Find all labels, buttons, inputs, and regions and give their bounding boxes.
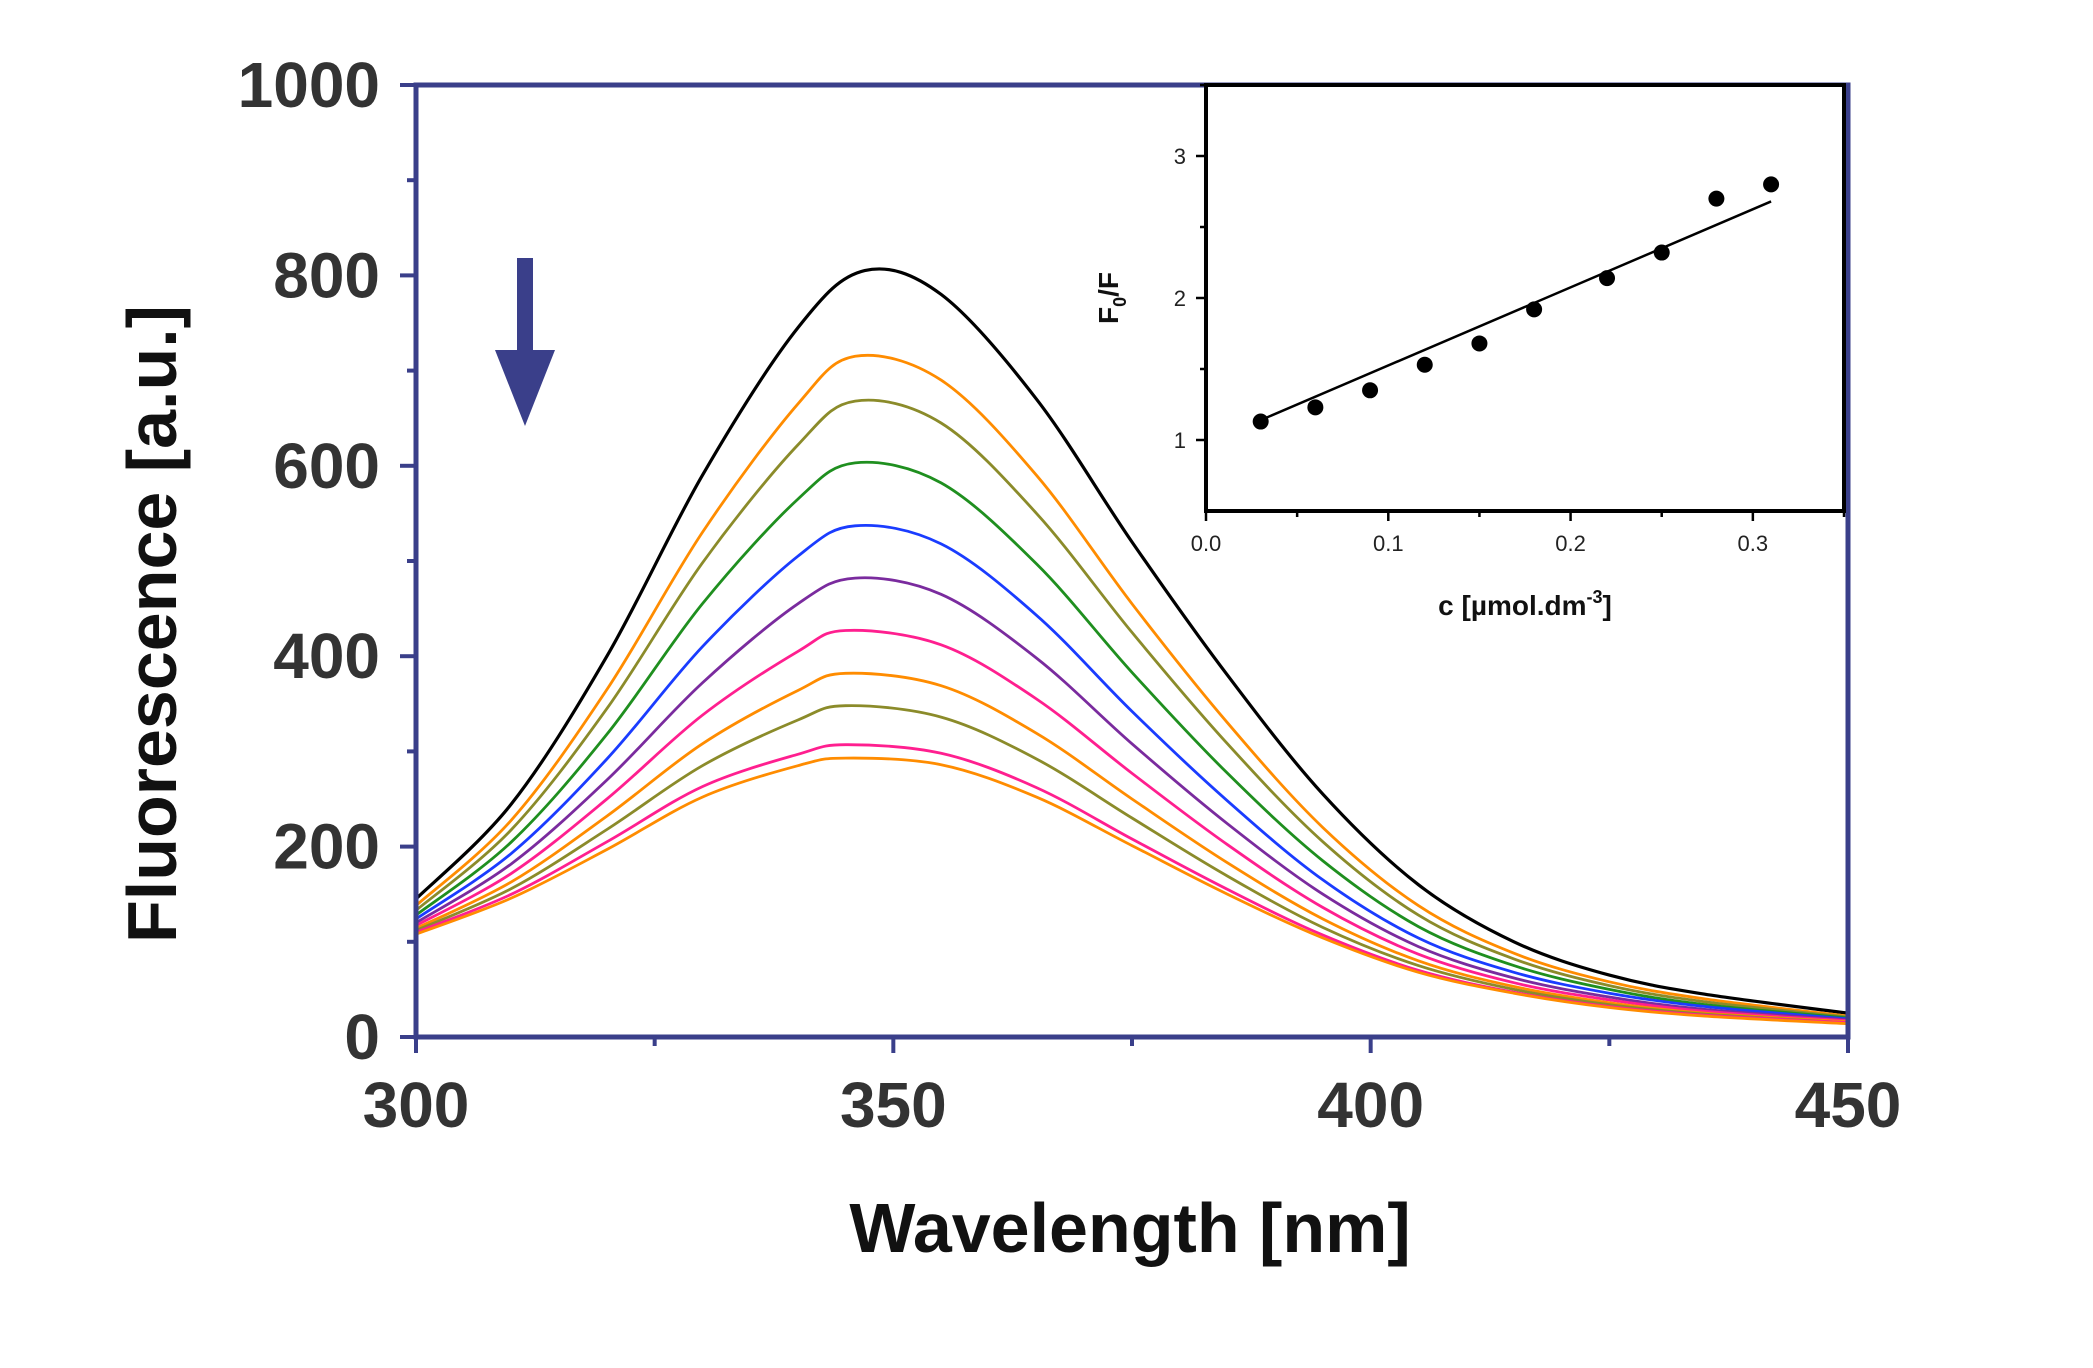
x-tick-label: 300 (363, 1069, 470, 1141)
spectrum-line-2 (415, 353, 1849, 1018)
main-y-tick-labels: 0 200 400 600 800 1000 (238, 49, 380, 1073)
data-point (1362, 382, 1379, 399)
inset-y-tick-label: 3 (1174, 144, 1186, 169)
arrow-shaft (517, 258, 533, 376)
main-x-axis-title: Wavelength [nm] (849, 1189, 1410, 1267)
inset-y-tick-label: 1 (1174, 428, 1186, 453)
spectrum-line-1 (414, 267, 1849, 1015)
spectrum-line-6 (415, 576, 1849, 1022)
spectrum-line-5 (415, 523, 1849, 1021)
arrow-head (495, 350, 555, 426)
fit-line (1260, 200, 1772, 422)
x-tick-label: 400 (1317, 1069, 1424, 1141)
data-point (1708, 190, 1725, 207)
inset-y-title-sub: 0 (1110, 297, 1130, 307)
spectrum-line-4 (415, 460, 1849, 1020)
inset-y-tick-labels: 1 2 3 (1174, 144, 1186, 453)
inset-x-tick-label: 0.0 (1191, 531, 1222, 556)
main-plot: 300 350 400 450 0 200 400 600 800 1000 Wavelengt… (113, 49, 1901, 1267)
inset-x-tick-label: 0.1 (1373, 531, 1404, 556)
inset-background (1206, 85, 1844, 511)
spectrum-line-11 (415, 756, 1849, 1026)
inset-x-tick-label: 0.3 (1738, 531, 1769, 556)
inset-y-title-main: F (1093, 307, 1124, 324)
spectrum-line-7 (415, 628, 1849, 1023)
data-point (1471, 335, 1488, 352)
data-point (1252, 413, 1269, 430)
y-tick-label: 0 (344, 1001, 380, 1073)
inset-fit-line (1260, 200, 1772, 422)
inset-x-title-sup: -3 (1587, 587, 1603, 607)
y-tick-label: 200 (273, 811, 380, 883)
spectrum-line-3 (415, 398, 1849, 1019)
inset-plot: 0.0 0.1 0.2 0.3 1 2 3 c [µmol.dm-3] F0/F (1093, 83, 1846, 621)
data-point (1763, 176, 1780, 193)
inset-data-points (1252, 176, 1780, 430)
decrease-arrow-icon (495, 258, 555, 426)
inset-y-title-end: /F (1093, 272, 1124, 297)
inset-x-title-end: ] (1603, 590, 1612, 621)
data-point (1526, 301, 1543, 318)
spectra-curves (414, 267, 1849, 1026)
main-y-axis-title: Fluorescence [a.u.] (113, 305, 191, 943)
y-tick-label: 800 (273, 239, 380, 311)
data-point (1307, 399, 1324, 416)
inset-x-title-main: c [µmol.dm (1438, 590, 1586, 621)
inset-y-axis-title: F0/F (1093, 272, 1130, 324)
inset-x-axis-title: c [µmol.dm-3] (1438, 587, 1612, 621)
data-point (1653, 244, 1670, 261)
data-point (1599, 270, 1616, 287)
spectrum-line-8 (415, 671, 1849, 1024)
inset-x-tick-label: 0.2 (1555, 531, 1586, 556)
main-x-tick-labels: 300 350 400 450 (363, 1069, 1902, 1141)
inset-ticks (1196, 83, 1846, 521)
inset-y-tick-label: 2 (1174, 286, 1186, 311)
y-tick-label: 400 (273, 620, 380, 692)
spectrum-line-9 (415, 704, 1849, 1025)
x-tick-label: 450 (1795, 1069, 1902, 1141)
y-tick-label: 600 (273, 430, 380, 502)
main-ticks (400, 83, 1850, 1053)
data-point (1416, 356, 1433, 373)
inset-x-tick-labels: 0.0 0.1 0.2 0.3 (1191, 531, 1768, 556)
x-tick-label: 350 (840, 1069, 947, 1141)
y-tick-label: 1000 (238, 49, 380, 121)
